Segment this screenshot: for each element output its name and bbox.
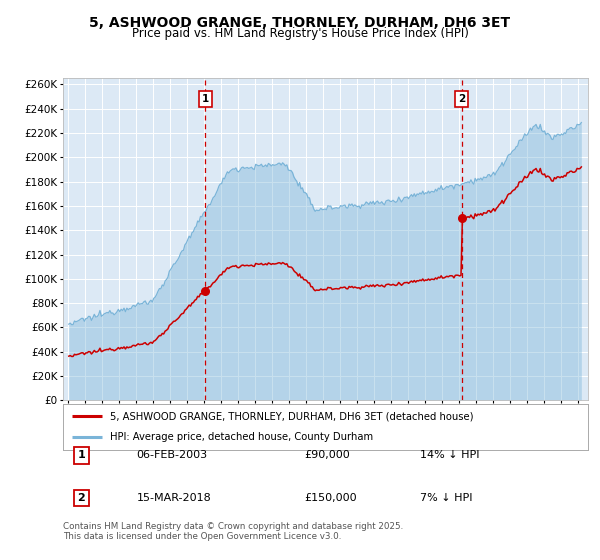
Text: 5, ASHWOOD GRANGE, THORNLEY, DURHAM, DH6 3ET: 5, ASHWOOD GRANGE, THORNLEY, DURHAM, DH6…	[89, 16, 511, 30]
Text: Contains HM Land Registry data © Crown copyright and database right 2025.
This d: Contains HM Land Registry data © Crown c…	[63, 522, 403, 542]
Text: Price paid vs. HM Land Registry's House Price Index (HPI): Price paid vs. HM Land Registry's House …	[131, 27, 469, 40]
Text: 2: 2	[458, 94, 466, 104]
Text: 5, ASHWOOD GRANGE, THORNLEY, DURHAM, DH6 3ET (detached house): 5, ASHWOOD GRANGE, THORNLEY, DURHAM, DH6…	[110, 411, 474, 421]
Text: £150,000: £150,000	[305, 493, 357, 503]
Text: 1: 1	[77, 450, 85, 460]
Text: 06-FEB-2003: 06-FEB-2003	[137, 450, 208, 460]
Text: 15-MAR-2018: 15-MAR-2018	[137, 493, 211, 503]
Text: HPI: Average price, detached house, County Durham: HPI: Average price, detached house, Coun…	[110, 432, 373, 442]
Text: 2: 2	[77, 493, 85, 503]
Text: 1: 1	[202, 94, 209, 104]
Text: £90,000: £90,000	[305, 450, 350, 460]
Text: 7% ↓ HPI: 7% ↓ HPI	[420, 493, 473, 503]
Text: 14% ↓ HPI: 14% ↓ HPI	[420, 450, 479, 460]
